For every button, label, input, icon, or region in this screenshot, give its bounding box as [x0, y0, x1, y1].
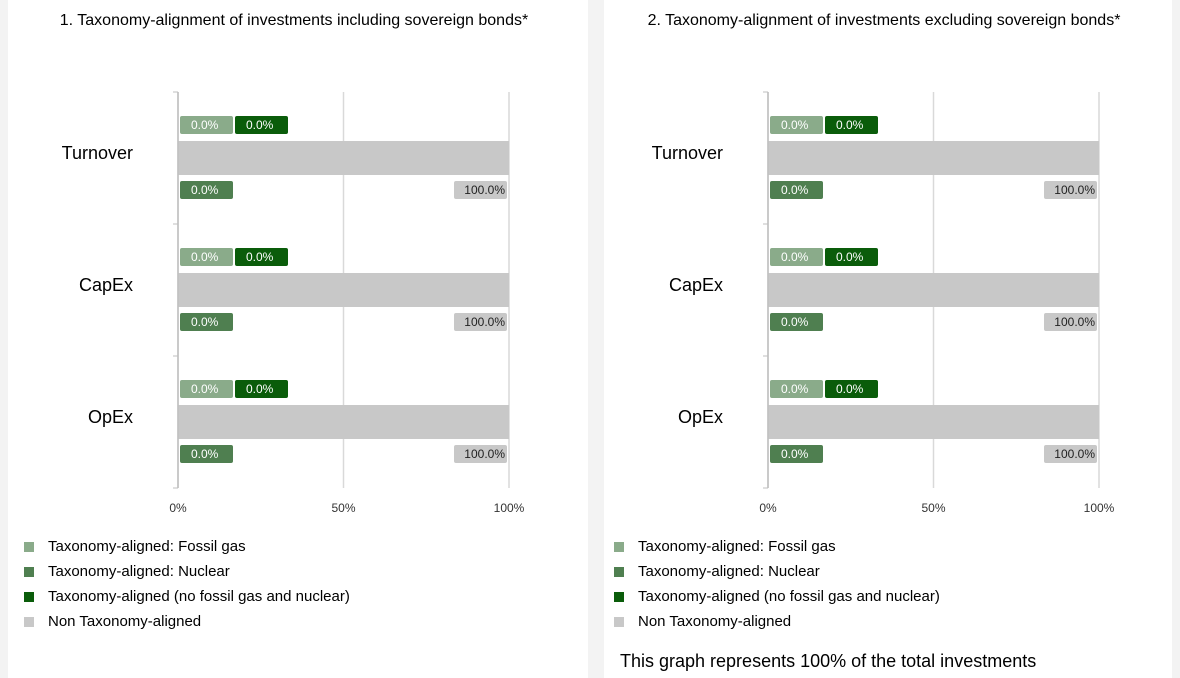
legend-label: Taxonomy-aligned: Fossil gas: [638, 538, 836, 555]
data-label-box: [825, 248, 878, 266]
data-label: 0.0%: [836, 118, 864, 132]
data-label: 100.0%: [464, 315, 505, 329]
data-label: 0.0%: [781, 382, 809, 396]
data-label-box: [235, 248, 288, 266]
bar: [178, 405, 509, 439]
data-label-box: [235, 116, 288, 134]
legend-swatch: [24, 592, 34, 602]
data-label: 0.0%: [836, 250, 864, 264]
legend-swatch: [24, 542, 34, 552]
x-tick-label: 50%: [331, 501, 355, 515]
chart-title: 2. Taxonomy-alignment of investments exc…: [647, 12, 1121, 29]
bar: [768, 141, 1099, 175]
x-tick-label: 50%: [921, 501, 945, 515]
legend-label: Taxonomy-aligned (no fossil gas and nucl…: [638, 588, 940, 605]
data-label: 100.0%: [464, 447, 505, 461]
data-label-box: [454, 445, 507, 463]
data-label: 0.0%: [781, 118, 809, 132]
data-label: 100.0%: [1054, 447, 1095, 461]
bar: [768, 405, 1099, 439]
data-label-box: [770, 445, 823, 463]
legend-label: Taxonomy-aligned: Nuclear: [638, 563, 820, 580]
bar: [768, 273, 1099, 307]
x-tick-label: 0%: [759, 501, 777, 515]
data-label-box: [1044, 181, 1097, 199]
data-label: 0.0%: [246, 118, 274, 132]
data-label: 0.0%: [191, 118, 219, 132]
panel: [604, 0, 1172, 678]
data-label-box: [1044, 313, 1097, 331]
data-label-box: [235, 380, 288, 398]
data-label-box: [180, 181, 233, 199]
data-label: 0.0%: [191, 315, 219, 329]
data-label-box: [825, 380, 878, 398]
legend-label: Taxonomy-aligned: Fossil gas: [48, 538, 246, 555]
data-label: 0.0%: [246, 382, 274, 396]
data-label-box: [454, 181, 507, 199]
note: This graph represents 100% of the total …: [620, 651, 1036, 671]
data-label-box: [180, 380, 233, 398]
data-label-box: [825, 116, 878, 134]
data-label: 0.0%: [781, 315, 809, 329]
data-label: 100.0%: [464, 183, 505, 197]
data-label: 0.0%: [836, 382, 864, 396]
data-label-box: [180, 248, 233, 266]
category-label: OpEx: [88, 407, 133, 427]
legend-swatch: [24, 617, 34, 627]
x-tick-label: 0%: [169, 501, 187, 515]
category-label: CapEx: [79, 275, 133, 295]
x-tick-label: 100%: [1084, 501, 1115, 515]
panel: [8, 0, 588, 678]
data-label: 0.0%: [191, 447, 219, 461]
category-label: Turnover: [62, 143, 133, 163]
data-label: 0.0%: [781, 447, 809, 461]
data-label: 0.0%: [781, 183, 809, 197]
data-label: 100.0%: [1054, 183, 1095, 197]
legend-label: Taxonomy-aligned: Nuclear: [48, 563, 230, 580]
data-label-box: [770, 248, 823, 266]
data-label-box: [770, 116, 823, 134]
legend-swatch: [614, 592, 624, 602]
data-label: 0.0%: [246, 250, 274, 264]
bar: [178, 141, 509, 175]
bar: [178, 273, 509, 307]
data-label-box: [180, 445, 233, 463]
data-label: 0.0%: [191, 183, 219, 197]
category-label: Turnover: [652, 143, 723, 163]
data-label-box: [180, 116, 233, 134]
data-label-box: [770, 313, 823, 331]
legend-label: Taxonomy-aligned (no fossil gas and nucl…: [48, 588, 350, 605]
data-label-box: [454, 313, 507, 331]
legend-swatch: [614, 542, 624, 552]
x-tick-label: 100%: [494, 501, 525, 515]
legend-swatch: [614, 617, 624, 627]
data-label: 100.0%: [1054, 315, 1095, 329]
data-label: 0.0%: [191, 382, 219, 396]
legend-label: Non Taxonomy-aligned: [48, 613, 201, 630]
data-label: 0.0%: [191, 250, 219, 264]
data-label: 0.0%: [781, 250, 809, 264]
legend-label: Non Taxonomy-aligned: [638, 613, 791, 630]
data-label-box: [770, 181, 823, 199]
legend-swatch: [614, 567, 624, 577]
category-label: OpEx: [678, 407, 723, 427]
data-label-box: [1044, 445, 1097, 463]
data-label-box: [180, 313, 233, 331]
category-label: CapEx: [669, 275, 723, 295]
data-label-box: [770, 380, 823, 398]
legend-swatch: [24, 567, 34, 577]
chart-title: 1. Taxonomy-alignment of investments inc…: [59, 12, 529, 29]
